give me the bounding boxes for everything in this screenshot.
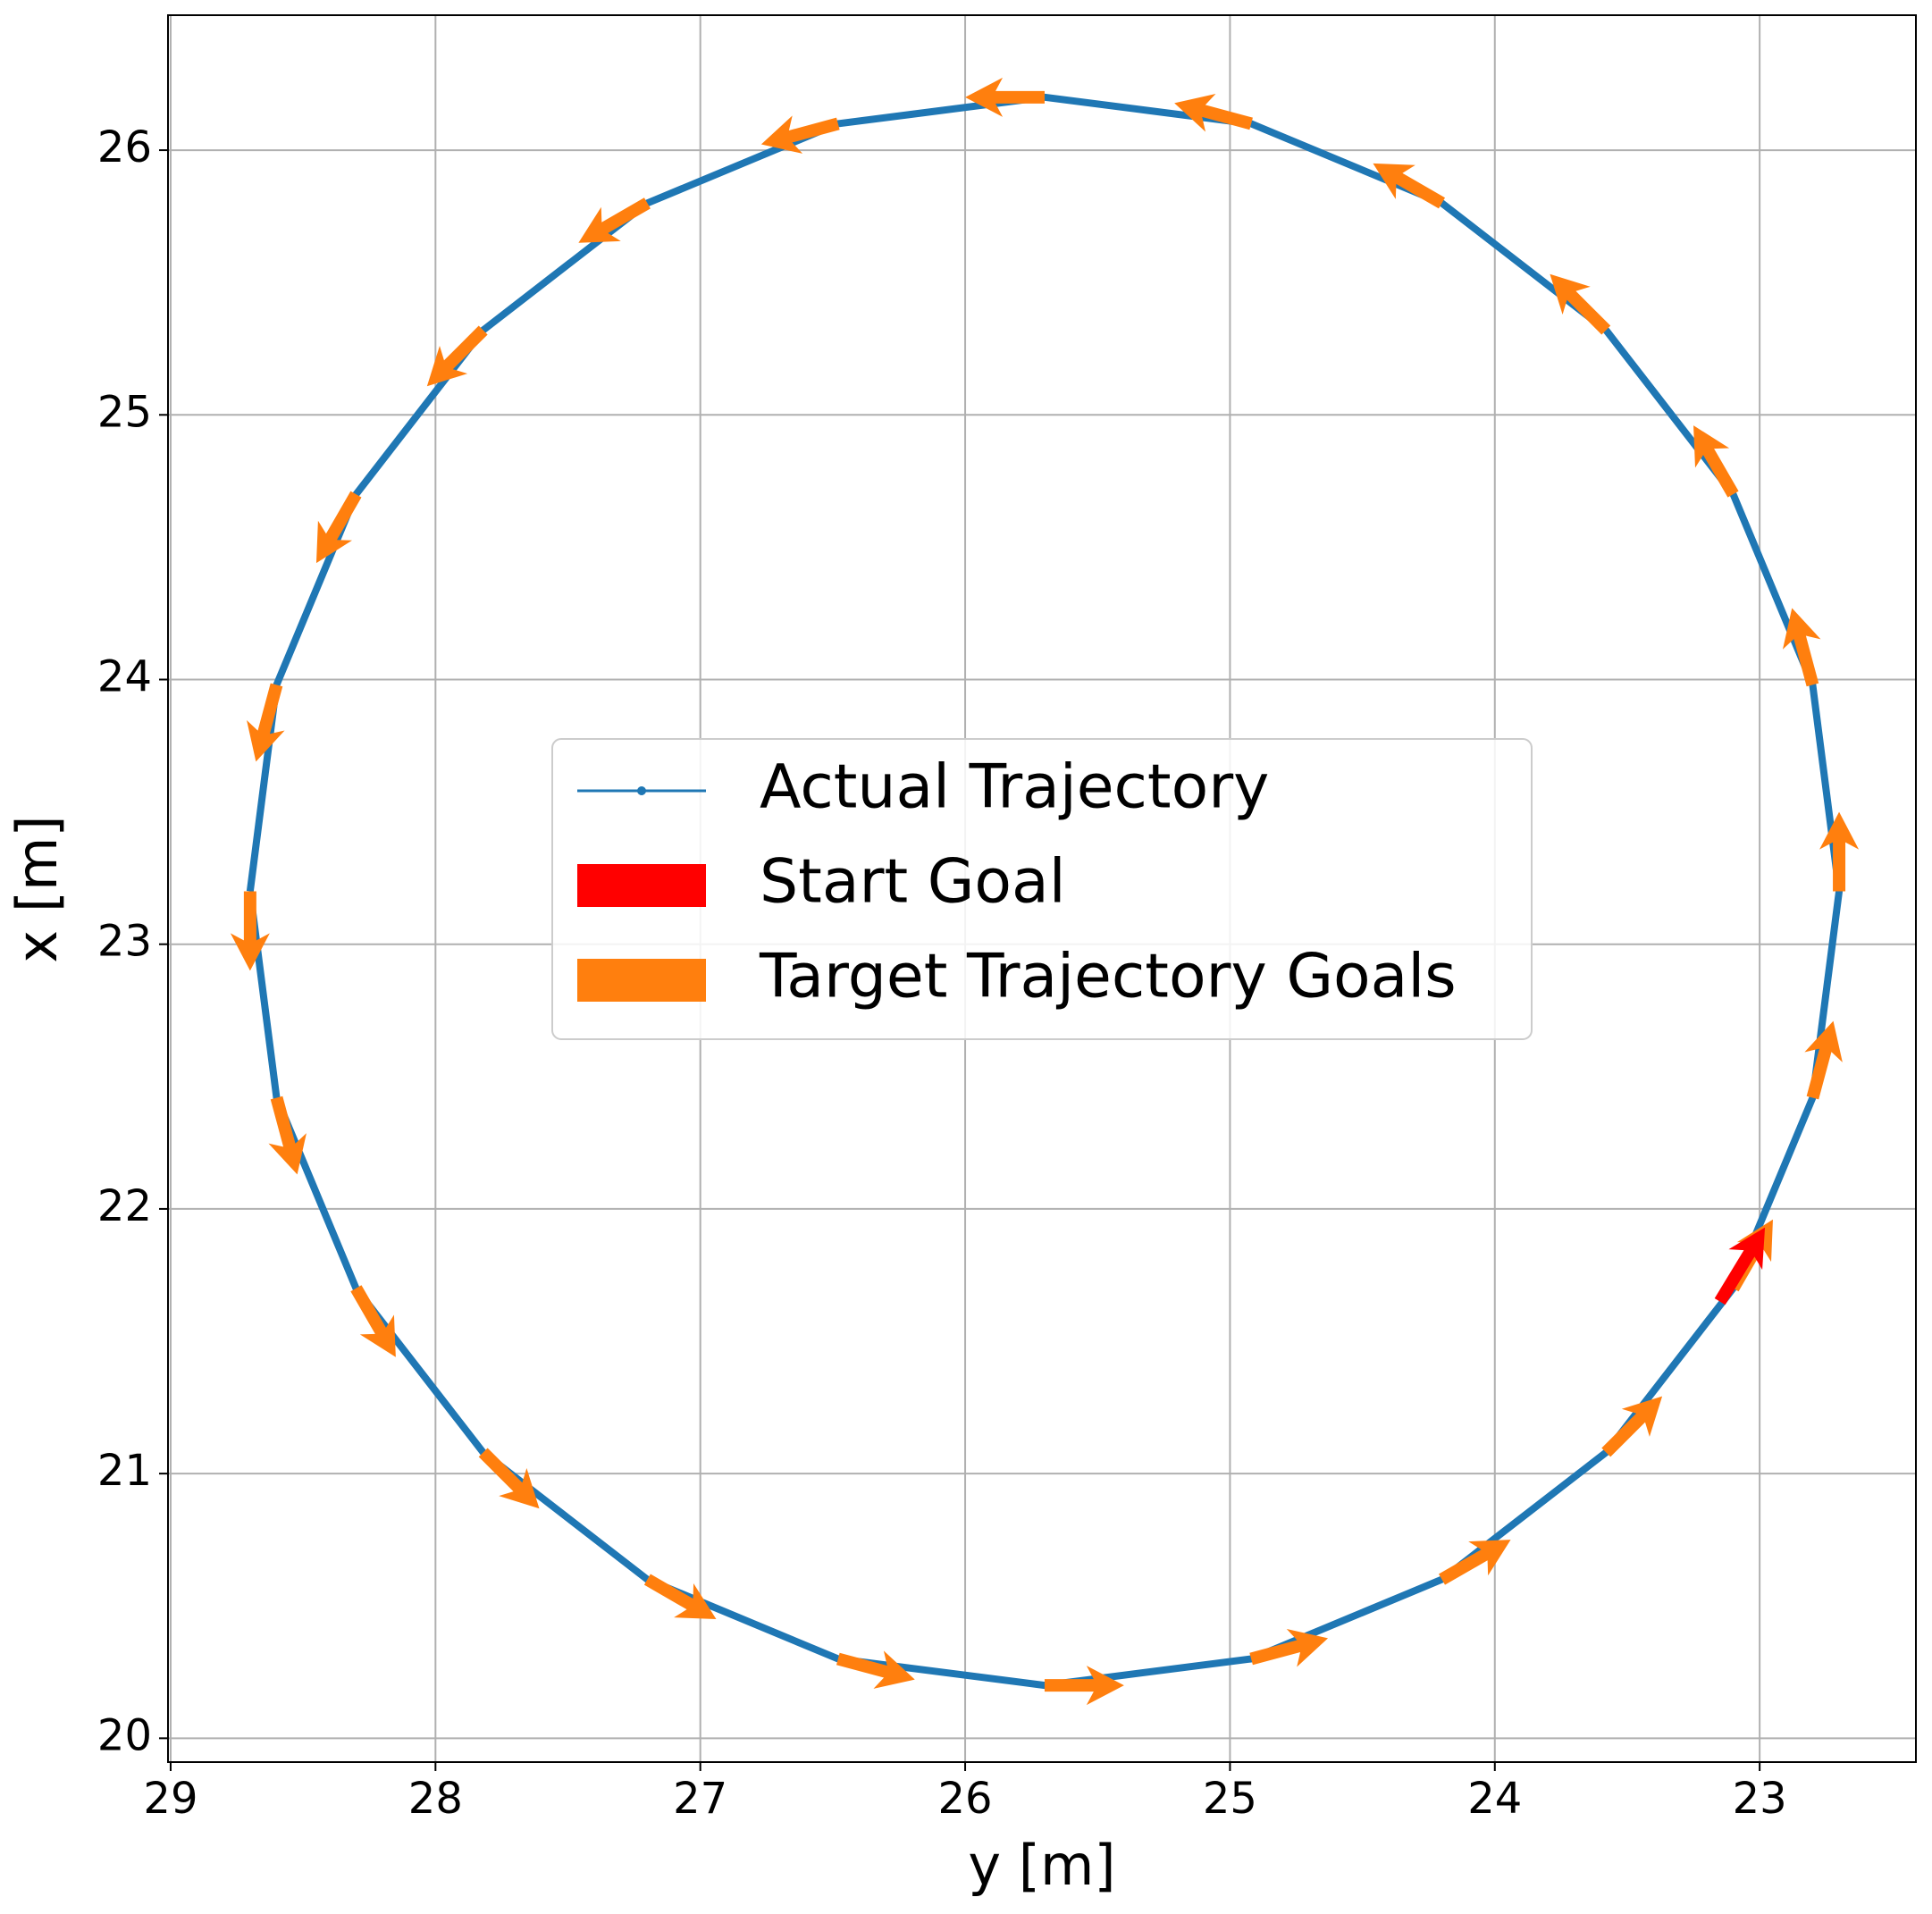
x-tick-label: 25: [1203, 1774, 1257, 1824]
target-goal-arrow: [1439, 1540, 1511, 1585]
y-tick-label: 20: [97, 1710, 152, 1760]
target-goal-arrow: [965, 77, 1045, 117]
target-goal-arrow: [230, 891, 270, 971]
target-goal-arrow: [1249, 1629, 1329, 1667]
y-tick-label: 26: [97, 122, 152, 172]
start-goal-arrow: [1714, 1227, 1766, 1305]
legend-label: Actual Trajectory: [760, 752, 1269, 823]
target-goal-arrow: [268, 1096, 307, 1175]
x-tick-label: 29: [143, 1774, 197, 1824]
target-goal-arrow: [836, 1650, 915, 1689]
x-tick-label: 27: [673, 1774, 727, 1824]
legend-marker: [637, 786, 646, 795]
x-axis-label: y [m]: [968, 1833, 1115, 1898]
plot-frame: [167, 14, 1917, 1763]
legend-box: [551, 738, 1533, 1040]
target-goal-arrow: [478, 1448, 540, 1509]
target-goal-arrow: [1601, 1396, 1663, 1457]
target-goal-arrow: [1693, 425, 1739, 498]
target-goal-arrow: [760, 115, 840, 154]
x-tick-label: 24: [1467, 1774, 1522, 1824]
y-tick-label: 22: [97, 1181, 152, 1231]
target-goal-arrow: [643, 1574, 717, 1620]
target-goal-arrow: [247, 683, 285, 762]
y-tick-label: 24: [97, 651, 152, 701]
target-goal-arrow: [578, 197, 651, 243]
target-goal-arrow: [426, 325, 488, 387]
target-goal-arrow: [1373, 163, 1446, 209]
x-tick-label: 26: [938, 1774, 993, 1824]
legend-label: Target Trajectory Goals: [759, 942, 1457, 1012]
target-goal-arrow: [350, 1285, 396, 1357]
legend-swatch: [577, 959, 706, 1002]
y-tick-label: 23: [97, 917, 152, 967]
x-tick-label: 28: [408, 1774, 463, 1824]
target-goal-arrow: [1782, 608, 1821, 687]
x-tick-label: 23: [1733, 1774, 1787, 1824]
target-goal-arrow: [1804, 1020, 1843, 1100]
legend-swatch: [577, 864, 706, 907]
target-goal-arrow: [1174, 94, 1253, 132]
legend-label: Start Goal: [760, 847, 1066, 918]
target-goal-arrow: [315, 491, 362, 564]
target-goal-arrow: [1550, 273, 1611, 335]
y-tick-label: 25: [97, 387, 152, 437]
y-axis-label: x [m]: [4, 815, 70, 962]
target-goal-arrow: [1819, 811, 1860, 892]
y-tick-label: 21: [97, 1446, 152, 1496]
target-goal-arrow: [1044, 1666, 1124, 1706]
